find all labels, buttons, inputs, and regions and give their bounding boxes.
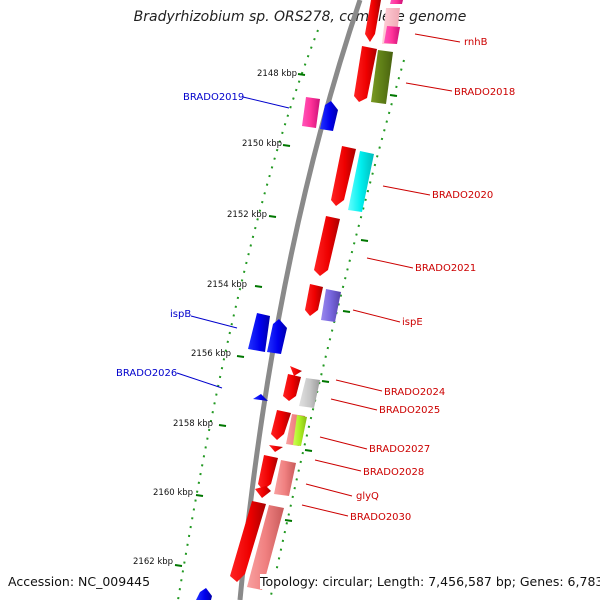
tick-mark: 2156 kbp bbox=[191, 349, 245, 359]
inner-dotted-track bbox=[269, 59, 405, 600]
gene-feature-red-ispE bbox=[305, 284, 323, 316]
gene-label-BRADO2020[interactable]: BRADO2020 bbox=[432, 190, 493, 201]
gene-label-BRADO2028[interactable]: BRADO2028 bbox=[363, 467, 424, 478]
gene-feature-BRADO2025 bbox=[299, 378, 320, 408]
gene-label-BRADO2030[interactable]: BRADO2030 bbox=[350, 512, 411, 523]
gene-feature-bottom-blue bbox=[196, 588, 212, 600]
tick-mark: 2160 kbp bbox=[153, 488, 204, 498]
gene-label-rnhB[interactable]: rnhB bbox=[464, 37, 488, 48]
tick-mark: 2150 kbp bbox=[242, 139, 291, 149]
gene-feature-red-2027 bbox=[271, 410, 291, 440]
gene-feature-salmon-2028 bbox=[274, 460, 296, 496]
gene-feature-BRADO2026 bbox=[253, 394, 268, 401]
gene-feature-BRADO2019 bbox=[302, 97, 320, 128]
gene-feature-top-red bbox=[365, 0, 381, 42]
gene-label-ispE[interactable]: ispE bbox=[402, 317, 423, 328]
left-label-connectors bbox=[176, 96, 290, 389]
gene-label-glyQ[interactable]: glyQ bbox=[356, 491, 379, 502]
gene-label-BRADO2021[interactable]: BRADO2021 bbox=[415, 263, 476, 274]
gene-label-BRADO2025[interactable]: BRADO2025 bbox=[379, 405, 440, 416]
gene-feature-BRADO2027 bbox=[293, 415, 307, 446]
tick-mark: 2162 kbp bbox=[133, 557, 183, 567]
gene-feature-pink-small bbox=[384, 26, 400, 44]
gene-feature-ispE bbox=[321, 289, 341, 322]
gene-label-ispB[interactable]: ispB bbox=[170, 309, 191, 320]
gene-feature-blue-2019b bbox=[320, 101, 338, 131]
gene-label-BRADO2026[interactable]: BRADO2026 bbox=[116, 368, 177, 379]
tick-mark: 2148 kbp bbox=[257, 69, 306, 79]
inner-track-ticks bbox=[284, 94, 398, 522]
tick-mark: 2158 kbp bbox=[173, 419, 227, 429]
gene-feature-BRADO2018 bbox=[371, 50, 393, 104]
genome-backbone bbox=[237, 0, 363, 600]
gene-feature-red-tri-2028 bbox=[269, 445, 283, 452]
right-label-connectors bbox=[301, 33, 461, 517]
gene-feature-glyQ bbox=[255, 486, 271, 498]
tick-label: 2156 kbp bbox=[191, 349, 231, 359]
accession-text: Accession: NC_009445 bbox=[8, 574, 151, 589]
tick-label: 2152 kbp bbox=[227, 210, 267, 220]
gene-feature-BRADO2030-red bbox=[230, 501, 266, 582]
topology-text: Topology: circular; Length: 7,456,587 bp… bbox=[260, 574, 600, 589]
tick-label: 2154 kbp bbox=[207, 280, 247, 290]
gene-feature-ispB bbox=[248, 313, 270, 352]
gene-feature-BRADO2020 bbox=[348, 151, 374, 212]
gene-feature-red-2018a bbox=[354, 46, 377, 102]
tick-label: 2162 kbp bbox=[133, 557, 173, 567]
genome-title: Bradyrhizobium sp. ORS278, complete geno… bbox=[133, 9, 467, 25]
tick-label: 2160 kbp bbox=[153, 488, 193, 498]
gene-label-BRADO2019[interactable]: BRADO2019 bbox=[183, 92, 244, 103]
outer-dotted-track bbox=[177, 29, 319, 600]
tick-label: 2150 kbp bbox=[242, 139, 282, 149]
tick-label: 2148 kbp bbox=[257, 69, 297, 79]
gene-label-BRADO2024[interactable]: BRADO2024 bbox=[384, 387, 445, 398]
gene-feature-BRADO2021 bbox=[314, 216, 340, 276]
gene-feature-BRADO2030 bbox=[247, 505, 284, 590]
gene-label-BRADO2018[interactable]: BRADO2018 bbox=[454, 87, 515, 98]
gene-feature-blue-ispBb bbox=[267, 319, 287, 354]
tick-mark: 2152 kbp bbox=[227, 210, 277, 220]
tick-label: 2158 kbp bbox=[173, 419, 213, 429]
gene-feature-BRADO2028 bbox=[258, 455, 278, 490]
gene-label-BRADO2027[interactable]: BRADO2027 bbox=[369, 444, 430, 455]
gene-feature-red-tri-2024 bbox=[290, 366, 302, 376]
tick-mark: 2154 kbp bbox=[207, 280, 263, 290]
gene-feature-red-2020a bbox=[331, 146, 356, 206]
gene-feature-top-pink bbox=[390, 0, 403, 4]
gene-feature-BRADO2024 bbox=[283, 374, 301, 401]
